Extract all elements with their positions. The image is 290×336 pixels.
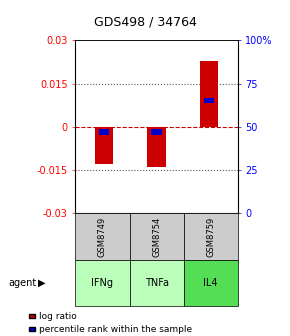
Bar bbox=[75, 213, 130, 260]
Bar bbox=[147, 127, 166, 167]
Bar bbox=[204, 98, 214, 103]
Bar bbox=[75, 260, 130, 306]
Text: percentile rank within the sample: percentile rank within the sample bbox=[39, 325, 192, 334]
Bar bbox=[130, 260, 184, 306]
Bar bbox=[151, 129, 162, 135]
Bar bbox=[130, 213, 184, 260]
Text: GSM8749: GSM8749 bbox=[98, 217, 107, 257]
Text: agent: agent bbox=[9, 278, 37, 288]
Text: IFNg: IFNg bbox=[91, 278, 113, 288]
Text: GSM8759: GSM8759 bbox=[206, 217, 215, 257]
Bar bbox=[200, 60, 218, 127]
Bar bbox=[184, 260, 238, 306]
Text: ▶: ▶ bbox=[38, 278, 46, 288]
Bar bbox=[99, 129, 109, 135]
Text: GSM8754: GSM8754 bbox=[152, 217, 161, 257]
Text: TNFa: TNFa bbox=[145, 278, 168, 288]
Text: log ratio: log ratio bbox=[39, 312, 77, 321]
Text: GDS498 / 34764: GDS498 / 34764 bbox=[94, 15, 196, 28]
Bar bbox=[95, 127, 113, 164]
Text: IL4: IL4 bbox=[204, 278, 218, 288]
Bar bbox=[184, 213, 238, 260]
